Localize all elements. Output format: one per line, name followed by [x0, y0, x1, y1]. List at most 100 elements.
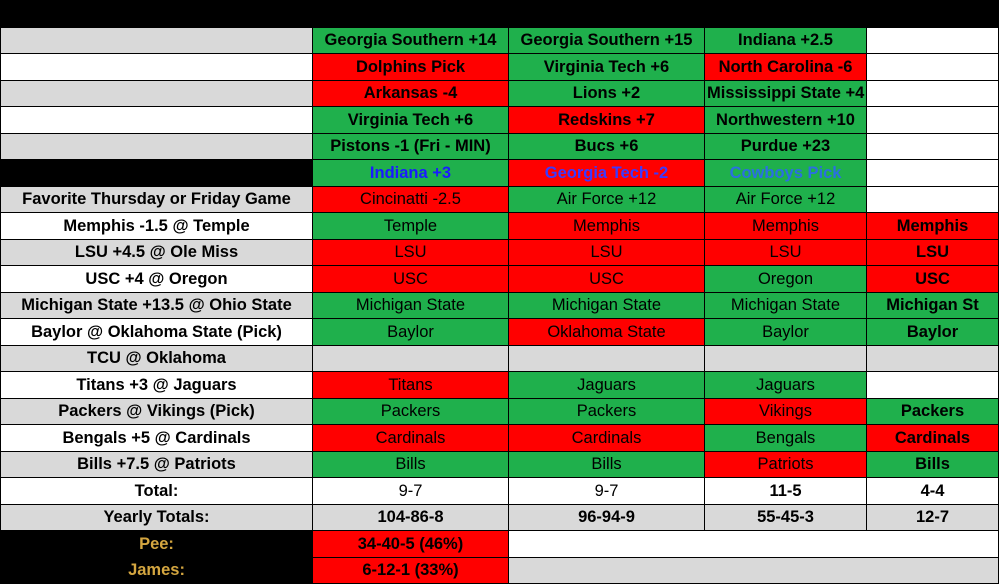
lock-cell-boomer: Georgia Tech -2 — [508, 159, 705, 187]
favorite-cell-twitter — [866, 185, 999, 213]
game-cell-boomer: Memphis — [508, 212, 705, 240]
james-empty — [508, 556, 999, 584]
game-cell-blake: LSU — [312, 238, 509, 266]
header-row: Games: Blake Boomer Collier Twitter — [0, 0, 999, 28]
row-label — [0, 26, 313, 54]
total-label: Total: — [0, 477, 313, 505]
game-cell-collier: Michigan State — [704, 291, 867, 319]
game-cell-boomer: Packers — [508, 397, 705, 425]
pee-row: Pee: 34-40-5 (46%) — [0, 530, 999, 558]
pee-value: 34-40-5 (46%) — [312, 530, 509, 558]
yearly-cell-collier: 55-45-3 — [704, 503, 867, 531]
game-label: Bengals +5 @ Cardinals — [0, 424, 313, 452]
game-cell-collier: Bengals — [704, 424, 867, 452]
pick-cell-collier: Mississippi State +4 — [704, 79, 867, 107]
row-label — [0, 79, 313, 107]
game-cell-collier: Baylor — [704, 318, 867, 346]
james-row: James: 6-12-1 (33%) — [0, 556, 999, 584]
game-cell-collier — [704, 344, 867, 372]
game-cell-blake: Titans — [312, 371, 509, 399]
pick-cell-blake: Arkansas -4 — [312, 79, 509, 107]
total-cell-collier: 11-5 — [704, 477, 867, 505]
game-label: TCU @ Oklahoma — [0, 344, 313, 372]
pick-cell-collier: Northwestern +10 — [704, 106, 867, 134]
table-row: Pistons -1 (Fri - MIN) Bucs +6 Purdue +2… — [0, 132, 999, 160]
game-label: Bills +7.5 @ Patriots — [0, 450, 313, 478]
total-cell-boomer: 9-7 — [508, 477, 705, 505]
pick-cell-twitter — [866, 26, 999, 54]
game-cell-blake: Packers — [312, 397, 509, 425]
game-cell-twitter: Baylor — [866, 318, 999, 346]
table-row: Bills +7.5 @ Patriots Bills Bills Patrio… — [0, 450, 999, 478]
pick-cell-boomer: Georgia Southern +15 — [508, 26, 705, 54]
pick-cell-collier: Purdue +23 — [704, 132, 867, 160]
james-label: James: — [0, 556, 313, 584]
favorite-cell-blake: Cincinatti -2.5 — [312, 185, 509, 213]
game-cell-twitter: LSU — [866, 238, 999, 266]
game-cell-twitter: Michigan St — [866, 291, 999, 319]
table-row: Bengals +5 @ Cardinals Cardinals Cardina… — [0, 424, 999, 452]
table-row: LSU +4.5 @ Ole Miss LSU LSU LSU LSU — [0, 238, 999, 266]
table-row: Dolphins Pick Virginia Tech +6 North Car… — [0, 53, 999, 81]
game-cell-twitter: Cardinals — [866, 424, 999, 452]
game-cell-blake: Baylor — [312, 318, 509, 346]
game-cell-collier: Vikings — [704, 397, 867, 425]
pick-cell-collier: Indiana +2.5 — [704, 26, 867, 54]
yearly-cell-boomer: 96-94-9 — [508, 503, 705, 531]
pick-cell-boomer: Bucs +6 — [508, 132, 705, 160]
game-cell-blake: Cardinals — [312, 424, 509, 452]
favorite-label: Favorite Thursday or Friday Game — [0, 185, 313, 213]
game-cell-collier: Memphis — [704, 212, 867, 240]
pick-cell-blake: Pistons -1 (Fri - MIN) — [312, 132, 509, 160]
yearly-label: Yearly Totals: — [0, 503, 313, 531]
favorite-row: Favorite Thursday or Friday Game Cincina… — [0, 185, 999, 213]
lock-cell-collier: Cowboys Pick — [704, 159, 867, 187]
table-row: Titans +3 @ Jaguars Titans Jaguars Jagua… — [0, 371, 999, 399]
game-label: Packers @ Vikings (Pick) — [0, 397, 313, 425]
table-row: Packers @ Vikings (Pick) Packers Packers… — [0, 397, 999, 425]
game-cell-blake: Temple — [312, 212, 509, 240]
row-label — [0, 132, 313, 160]
yearly-cell-twitter: 12-7 — [866, 503, 999, 531]
game-label: Baylor @ Oklahoma State (Pick) — [0, 318, 313, 346]
game-cell-blake: USC — [312, 265, 509, 293]
game-cell-collier: LSU — [704, 238, 867, 266]
yearly-cell-blake: 104-86-8 — [312, 503, 509, 531]
game-cell-twitter — [866, 371, 999, 399]
total-cell-blake: 9-7 — [312, 477, 509, 505]
lock-label: Stone Cold Steve Austin Lock: — [0, 159, 313, 187]
pick-cell-blake: Georgia Southern +14 — [312, 26, 509, 54]
pick-cell-boomer: Lions +2 — [508, 79, 705, 107]
game-cell-boomer: Bills — [508, 450, 705, 478]
table-row: USC +4 @ Oregon USC USC Oregon USC — [0, 265, 999, 293]
favorite-cell-collier: Air Force +12 — [704, 185, 867, 213]
game-cell-boomer: Jaguars — [508, 371, 705, 399]
table-row: Arkansas -4 Lions +2 Mississippi State +… — [0, 79, 999, 107]
total-cell-twitter: 4-4 — [866, 477, 999, 505]
header-twitter: Twitter — [866, 0, 999, 28]
game-cell-collier: Oregon — [704, 265, 867, 293]
pick-cell-twitter — [866, 79, 999, 107]
game-label: Titans +3 @ Jaguars — [0, 371, 313, 399]
table-row: Baylor @ Oklahoma State (Pick) Baylor Ok… — [0, 318, 999, 346]
header-games: Games: — [0, 0, 313, 28]
favorite-cell-boomer: Air Force +12 — [508, 185, 705, 213]
lock-cell-twitter — [866, 159, 999, 187]
pee-label: Pee: — [0, 530, 313, 558]
table-row: Michigan State +13.5 @ Ohio State Michig… — [0, 291, 999, 319]
pick-cell-boomer: Redskins +7 — [508, 106, 705, 134]
pick-cell-twitter — [866, 53, 999, 81]
game-label: Memphis -1.5 @ Temple — [0, 212, 313, 240]
game-cell-twitter — [866, 344, 999, 372]
table-row: TCU @ Oklahoma — [0, 344, 999, 372]
row-label — [0, 106, 313, 134]
table-row: Virginia Tech +6 Redskins +7 Northwester… — [0, 106, 999, 134]
total-row: Total: 9-7 9-7 11-5 4-4 — [0, 477, 999, 505]
pick-cell-twitter — [866, 106, 999, 134]
pick-cell-collier: North Carolina -6 — [704, 53, 867, 81]
header-boomer: Boomer — [508, 0, 705, 28]
game-cell-collier: Patriots — [704, 450, 867, 478]
game-cell-twitter: USC — [866, 265, 999, 293]
game-label: USC +4 @ Oregon — [0, 265, 313, 293]
